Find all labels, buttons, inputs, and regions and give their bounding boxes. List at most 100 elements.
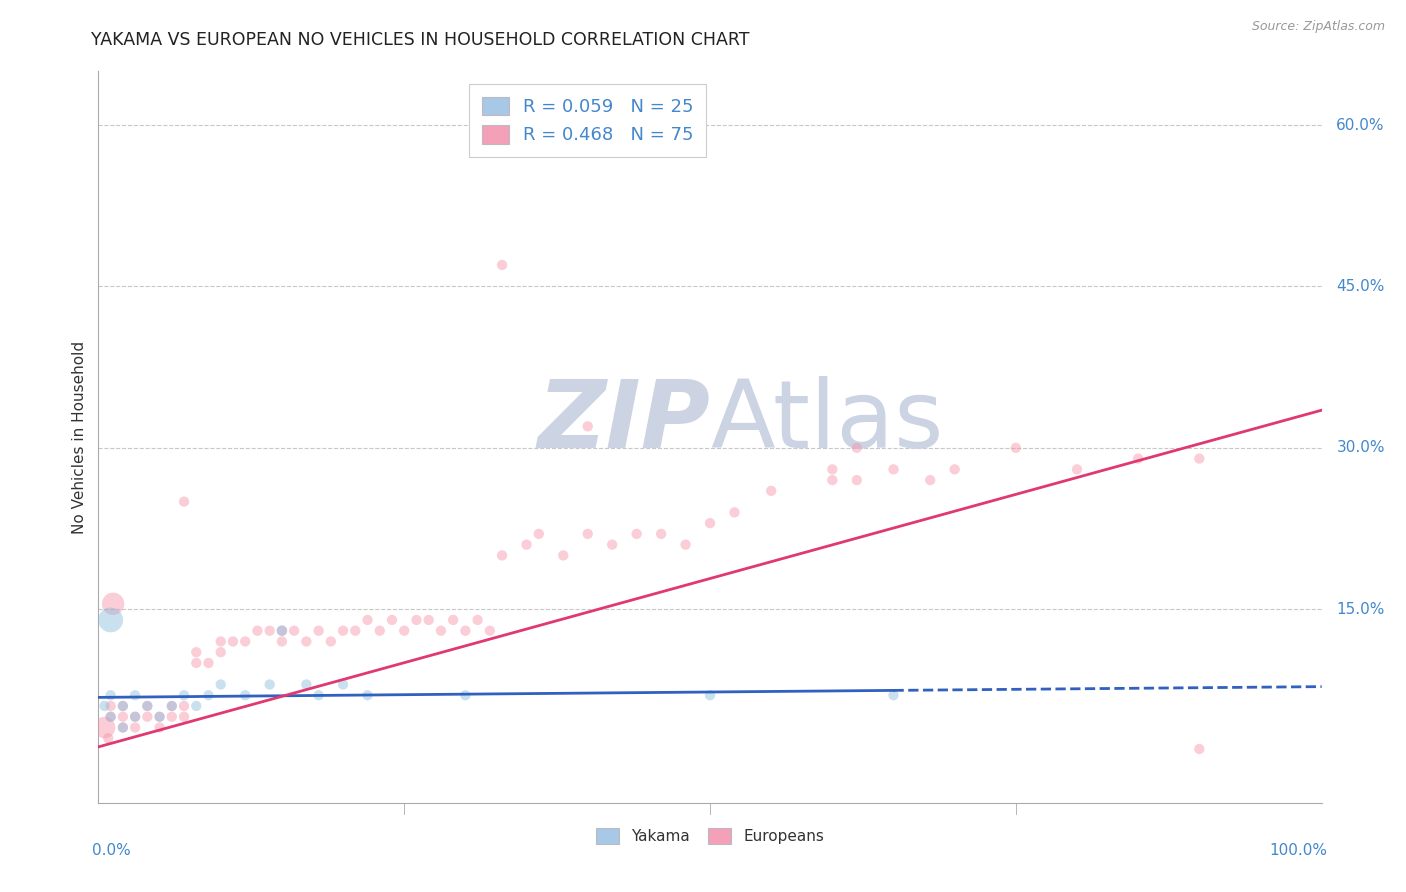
Point <box>576 419 599 434</box>
Point <box>111 710 134 724</box>
Text: ZIP: ZIP <box>537 376 710 468</box>
Point <box>197 656 219 670</box>
Point <box>100 688 122 702</box>
Point <box>111 721 134 735</box>
Text: 60.0%: 60.0% <box>1336 118 1385 133</box>
Point <box>100 710 122 724</box>
Point <box>723 505 745 519</box>
Point <box>405 613 427 627</box>
Point <box>1004 441 1026 455</box>
Point <box>124 710 146 724</box>
Point <box>392 624 416 638</box>
Point <box>761 483 783 498</box>
Point <box>259 677 281 691</box>
Point <box>491 549 513 563</box>
Point <box>626 527 648 541</box>
Point <box>454 688 477 702</box>
Text: YAKAMA VS EUROPEAN NO VEHICLES IN HOUSEHOLD CORRELATION CHART: YAKAMA VS EUROPEAN NO VEHICLES IN HOUSEH… <box>91 31 749 49</box>
Point <box>246 624 269 638</box>
Point <box>441 613 464 627</box>
Point <box>111 698 134 713</box>
Point <box>308 688 330 702</box>
Point <box>553 549 575 563</box>
Point <box>101 597 124 611</box>
Text: 0.0%: 0.0% <box>93 843 131 858</box>
Point <box>160 698 183 713</box>
Point <box>430 624 453 638</box>
Point <box>136 698 159 713</box>
Point <box>845 473 868 487</box>
Point <box>93 698 115 713</box>
Point <box>222 634 245 648</box>
Point <box>1188 742 1211 756</box>
Point <box>478 624 501 638</box>
Y-axis label: No Vehicles in Household: No Vehicles in Household <box>72 341 87 533</box>
Point <box>1066 462 1088 476</box>
Text: 15.0%: 15.0% <box>1336 602 1385 616</box>
Point <box>197 688 219 702</box>
Point <box>332 624 354 638</box>
Point <box>97 731 120 746</box>
Point <box>883 462 905 476</box>
Point <box>600 538 623 552</box>
Point <box>186 645 208 659</box>
Point <box>295 634 318 648</box>
Point <box>100 613 122 627</box>
Point <box>699 516 721 530</box>
Point <box>124 710 146 724</box>
Point <box>111 698 134 713</box>
Point <box>270 624 294 638</box>
Point <box>160 710 183 724</box>
Point <box>1128 451 1150 466</box>
Text: Source: ZipAtlas.com: Source: ZipAtlas.com <box>1251 20 1385 33</box>
Point <box>173 494 195 508</box>
Point <box>186 656 208 670</box>
Point <box>356 613 378 627</box>
Point <box>319 634 342 648</box>
Point <box>173 710 195 724</box>
Point <box>209 645 232 659</box>
Point <box>576 527 599 541</box>
Point <box>124 721 146 735</box>
Point <box>270 624 294 638</box>
Point <box>149 710 172 724</box>
Point <box>675 538 697 552</box>
Point <box>295 677 318 691</box>
Point <box>93 721 115 735</box>
Point <box>821 473 844 487</box>
Point <box>270 634 294 648</box>
Point <box>418 613 440 627</box>
Point <box>173 698 195 713</box>
Point <box>111 721 134 735</box>
Point <box>454 624 477 638</box>
Legend: Yakama, Europeans: Yakama, Europeans <box>589 822 831 850</box>
Point <box>209 634 232 648</box>
Point <box>149 710 172 724</box>
Point <box>344 624 367 638</box>
Point <box>149 721 172 735</box>
Point <box>308 624 330 638</box>
Point <box>283 624 305 638</box>
Point <box>124 688 146 702</box>
Point <box>136 698 159 713</box>
Text: 30.0%: 30.0% <box>1336 441 1385 455</box>
Point <box>186 698 208 713</box>
Point <box>100 710 122 724</box>
Point <box>381 613 404 627</box>
Text: Atlas: Atlas <box>710 376 943 468</box>
Text: 45.0%: 45.0% <box>1336 279 1385 294</box>
Point <box>259 624 281 638</box>
Point <box>527 527 550 541</box>
Point <box>100 698 122 713</box>
Point <box>920 473 942 487</box>
Point <box>821 462 844 476</box>
Point <box>356 688 378 702</box>
Point <box>136 710 159 724</box>
Point <box>233 634 256 648</box>
Point <box>209 677 232 691</box>
Point <box>160 698 183 713</box>
Point <box>491 258 513 272</box>
Point <box>943 462 966 476</box>
Point <box>467 613 489 627</box>
Point <box>1188 451 1211 466</box>
